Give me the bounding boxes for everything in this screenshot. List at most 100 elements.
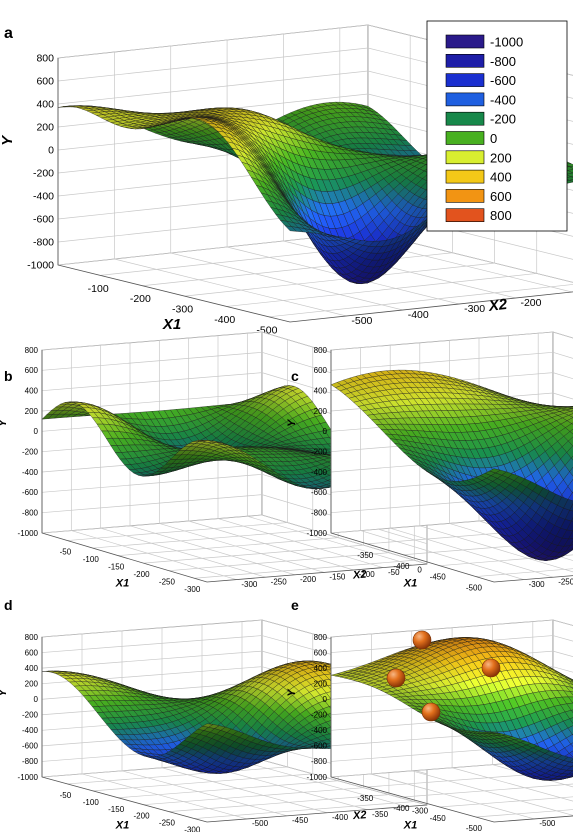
axis-x1-line — [41, 776, 208, 823]
y-tick-label: 0 — [48, 145, 54, 157]
gridline-x2 — [114, 258, 347, 317]
gridline-x1 — [118, 780, 339, 799]
marker-sphere — [421, 702, 441, 722]
y-tick-label: 0 — [34, 427, 39, 436]
gridline-x1 — [92, 773, 313, 792]
y-tick-label: 400 — [36, 99, 54, 111]
legend-entry-label: 0 — [490, 131, 497, 146]
x2-tick-label: -400 — [408, 309, 429, 321]
gridline-x1 — [475, 568, 573, 577]
axes — [57, 58, 573, 323]
x1-tick-label: -250 — [159, 819, 176, 828]
y-tick-label: 800 — [314, 346, 328, 355]
gridline-x2 — [121, 770, 288, 817]
x1-tick-label: -150 — [108, 563, 125, 572]
y-axis-title: Y — [0, 418, 9, 427]
gridline-x1 — [168, 794, 389, 812]
y-axis-title: Y — [286, 418, 298, 427]
gridline-x1 — [143, 544, 364, 564]
gridline-x2 — [371, 773, 535, 820]
axes — [41, 350, 428, 583]
x1-axis-title: X1 — [115, 820, 129, 832]
axes — [330, 350, 573, 583]
panel-label: d — [4, 597, 13, 613]
legend-swatch — [445, 53, 485, 68]
x2-tick-label: -350 — [372, 810, 389, 819]
x2-axis-title: X2 — [487, 296, 509, 315]
gridline-y — [41, 514, 428, 565]
x1-tick-label: -50 — [60, 791, 72, 800]
legend-entry-label: 600 — [490, 189, 512, 204]
y-tick-label: 400 — [314, 386, 328, 395]
x1-tick-label: -200 — [134, 570, 151, 579]
legend-swatch — [445, 208, 485, 222]
gridline-x1 — [475, 809, 573, 818]
x2-tick-label: -300 — [241, 580, 258, 589]
y-tick-label: 800 — [25, 346, 39, 355]
legend-swatch — [445, 111, 485, 126]
x1-tick-label: -450 — [430, 814, 447, 823]
gridline-x2 — [170, 252, 403, 311]
y-tick-label: -400 — [311, 468, 328, 477]
gridline-x2 — [161, 767, 328, 814]
legend-entry-label: -1000 — [490, 35, 523, 50]
x1-axis-title: X1 — [403, 820, 417, 832]
gridline-x2 — [241, 761, 408, 807]
legend-swatch — [445, 150, 485, 165]
legend-entry-label: 400 — [490, 170, 512, 185]
gridline-x1 — [168, 552, 389, 572]
gridline-x2 — [419, 525, 573, 573]
y-tick-label: 0 — [323, 427, 328, 436]
x2-tick-label: -500 — [539, 819, 556, 828]
x2-tick-label: -250 — [271, 577, 288, 586]
x1-tick-label: -100 — [88, 283, 109, 295]
y-axis-title: Y — [0, 134, 16, 146]
y-tick-label: 200 — [314, 679, 328, 688]
marker-sphere — [386, 668, 406, 688]
y-tick-label: -1000 — [307, 773, 328, 782]
x1-tick-label: -150 — [108, 805, 125, 814]
gridline-x2 — [360, 530, 524, 580]
axis-x1-line — [330, 776, 495, 823]
gridline-x1 — [67, 522, 288, 541]
y-tick-label: -800 — [22, 508, 39, 517]
x2-tick-label: -300 — [529, 580, 546, 589]
y-tick-label: 600 — [25, 648, 39, 657]
gridline-x1 — [118, 537, 339, 556]
panel-label: b — [4, 368, 13, 384]
gridline-x1 — [403, 783, 573, 798]
gridline-x1 — [142, 252, 453, 287]
gridline-x1 — [439, 796, 573, 808]
x2-tick-label: -450 — [292, 816, 309, 825]
x1-tick-label: -300 — [184, 585, 201, 594]
x1-tick-label: -50 — [60, 548, 72, 557]
x1-axis-title: X1 — [403, 578, 417, 590]
gridline-x2 — [71, 530, 237, 580]
legend-entry-label: -800 — [490, 54, 516, 69]
x2-tick-label: -400 — [332, 813, 349, 822]
x2-tick-label: -200 — [300, 575, 317, 584]
legend-swatch — [445, 34, 485, 49]
axis-x2-line — [206, 804, 428, 823]
x1-axis-title: X1 — [162, 316, 181, 333]
y-tick-label: -400 — [33, 191, 54, 203]
y-tick-label: -600 — [311, 742, 328, 751]
y-tick-label: -800 — [33, 237, 54, 249]
y-tick-label: 800 — [314, 633, 328, 642]
panel-label: c — [291, 368, 299, 384]
x1-tick-label: -300 — [172, 304, 193, 316]
y-tick-label: 400 — [25, 664, 39, 673]
legend-entry-label: -600 — [490, 73, 516, 88]
gridline-x2 — [100, 527, 266, 578]
gridline-x2 — [217, 518, 384, 568]
x1-tick-label: -200 — [130, 293, 151, 305]
x1-tick-label: -350 — [357, 794, 374, 803]
x1-tick-label: -350 — [357, 551, 374, 560]
panel-e: e8006004002000-200-400-600-800-1000-350-… — [286, 597, 573, 832]
x2-tick-label: -300 — [412, 807, 429, 816]
axis-x1-line — [57, 264, 291, 323]
gridline-y — [330, 331, 573, 351]
y-tick-label: 600 — [36, 76, 54, 88]
x1-tick-label: -250 — [159, 578, 176, 587]
